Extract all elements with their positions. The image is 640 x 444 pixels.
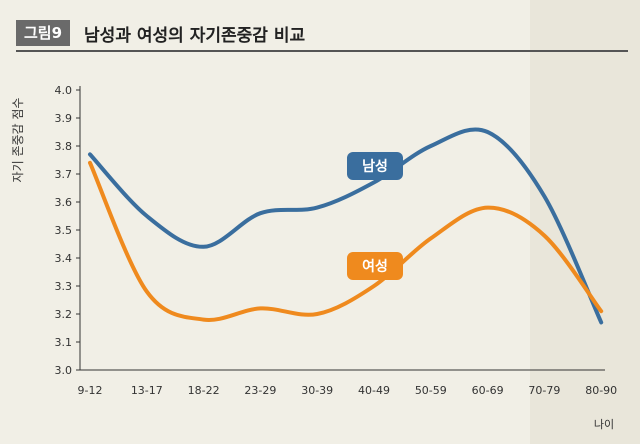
series-lines — [88, 127, 604, 325]
series-label-text: 여성 — [362, 258, 388, 275]
y-tick-label: 3.5 — [55, 224, 73, 237]
x-tick-label: 70-79 — [528, 384, 560, 397]
x-tick-label: 50-59 — [415, 384, 447, 397]
y-axis-label: 자기 존중감 점수 — [11, 98, 25, 183]
x-tick-labels: 9-12 13-17 18-22 23-29 30-39 40-49 50-59 60-69 7… — [78, 384, 618, 397]
chart-axes — [79, 86, 605, 371]
x-tick-label: 9-12 — [78, 384, 103, 397]
x-tick-label: 18-22 — [188, 384, 220, 397]
figure-badge: 그림9 — [16, 20, 71, 46]
y-tick-label: 3.1 — [55, 336, 73, 349]
series-line-female — [88, 160, 604, 322]
x-tick-label: 40-49 — [358, 384, 390, 397]
y-tick-label: 3.4 — [55, 252, 73, 265]
figure-header: 그림9 남성과 여성의 자기존중감 비교 — [16, 18, 305, 48]
y-tick-label: 3.6 — [55, 196, 73, 209]
y-tick-labels: 3.0 3.1 3.2 3.3 3.4 3.5 3.6 3.7 3.8 3.9 4.0 — [55, 84, 80, 377]
x-tick-label: 60-69 — [472, 384, 504, 397]
y-tick-label: 3.9 — [55, 112, 73, 125]
y-tick-label: 3.8 — [55, 140, 73, 153]
series-label-pill — [347, 252, 403, 280]
y-tick-label: 4.0 — [55, 84, 73, 97]
x-tick-label: 80-90 — [585, 384, 617, 397]
figure-title: 남성과 여성의 자기존중감 비교 — [84, 25, 306, 46]
y-tick-label: 3.3 — [55, 280, 73, 293]
x-tick-label: 23-29 — [244, 384, 276, 397]
series-label-pill — [347, 152, 403, 180]
x-axis-label: 나이 — [594, 418, 614, 431]
y-tick-label: 3.2 — [55, 308, 73, 321]
y-tick-label: 3.0 — [55, 364, 73, 377]
y-tick-label: 3.7 — [55, 168, 73, 181]
x-tick-label: 13-17 — [131, 384, 163, 397]
header-rule — [16, 50, 628, 52]
x-tick-label: 30-39 — [301, 384, 333, 397]
series-label-text: 남성 — [362, 158, 388, 175]
series-line-male — [88, 127, 604, 325]
